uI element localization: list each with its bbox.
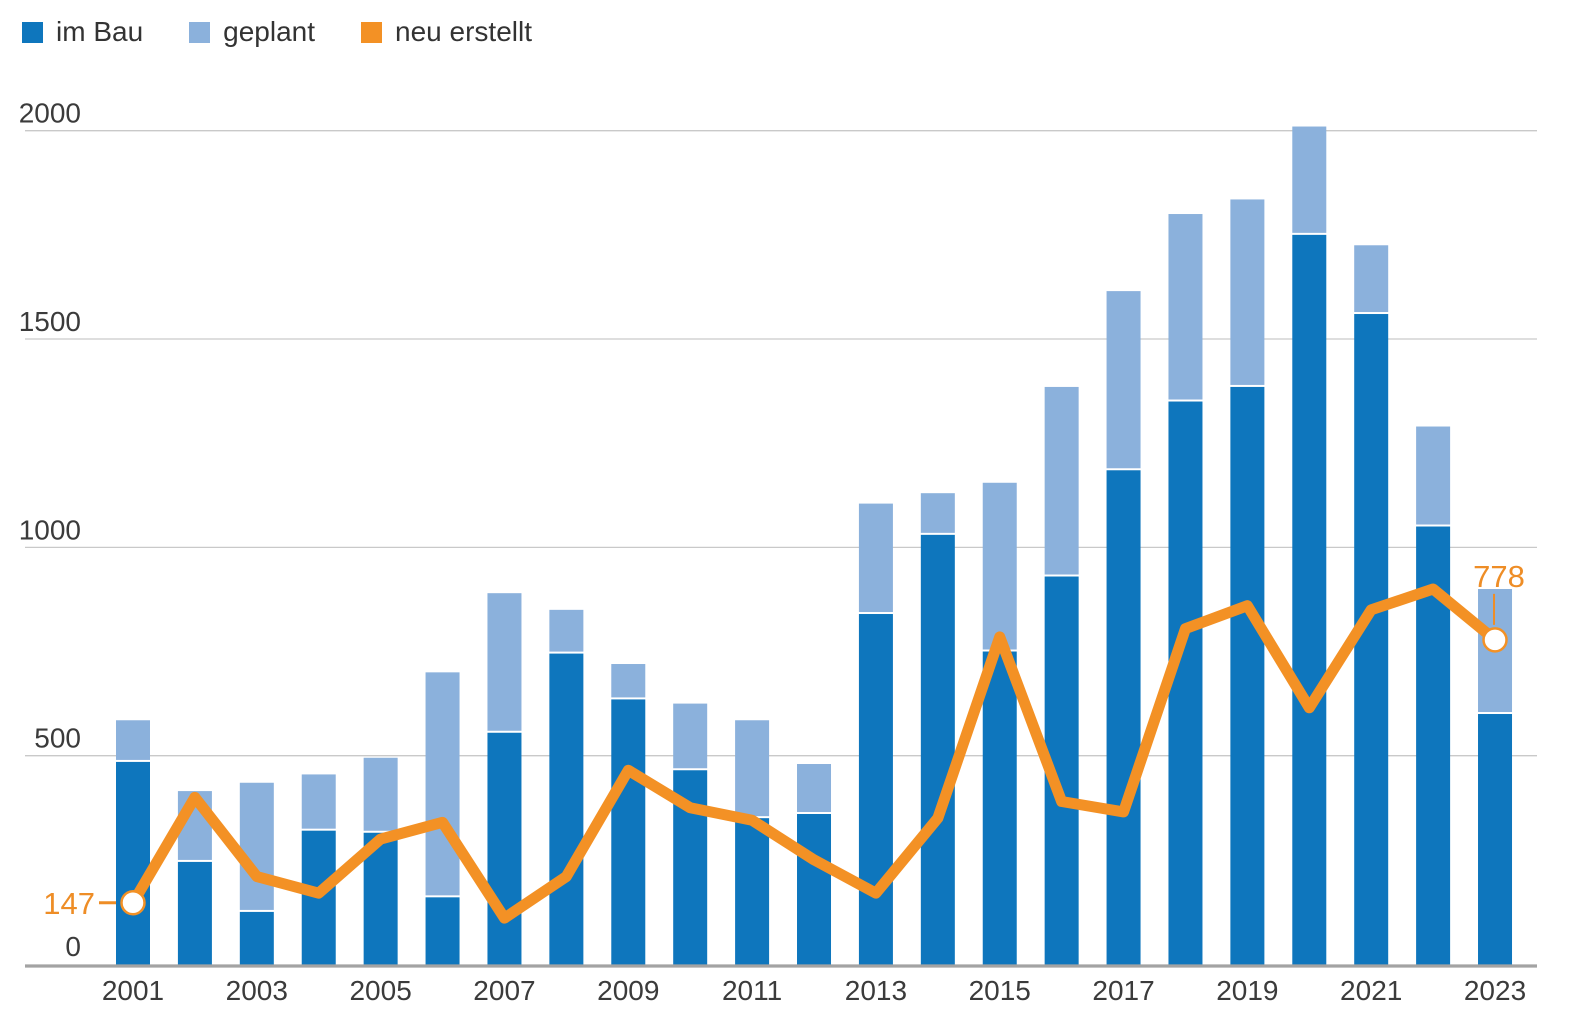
y-tick-0: 0 bbox=[65, 931, 81, 962]
legend-swatch-neu-erstellt bbox=[361, 21, 383, 43]
x-tick-2009: 2009 bbox=[597, 975, 659, 1006]
bar-geplant-2014 bbox=[920, 493, 955, 533]
bar-im-bau-2023 bbox=[1478, 714, 1513, 966]
bar-geplant-2010 bbox=[673, 703, 708, 769]
bar-geplant-2022 bbox=[1416, 426, 1451, 525]
y-tick-500: 500 bbox=[34, 723, 81, 754]
bar-geplant-2019 bbox=[1230, 199, 1265, 385]
x-tick-2013: 2013 bbox=[845, 975, 907, 1006]
bar-geplant-2005 bbox=[363, 757, 398, 831]
bar-geplant-2017 bbox=[1106, 291, 1141, 469]
bar-geplant-2009 bbox=[611, 664, 646, 698]
bar-geplant-2008 bbox=[549, 609, 584, 652]
x-tick-2015: 2015 bbox=[969, 975, 1031, 1006]
legend-label-neu-erstellt: neu erstellt bbox=[395, 16, 532, 47]
bar-im-bau-2013 bbox=[858, 614, 893, 966]
bar-geplant-2007 bbox=[487, 593, 522, 731]
legend-item-im-bau: im Bau bbox=[22, 18, 143, 46]
bar-im-bau-2018 bbox=[1168, 401, 1203, 967]
bar-im-bau-2019 bbox=[1230, 386, 1265, 966]
y-tick-2000: 2000 bbox=[19, 98, 81, 129]
legend-item-neu-erstellt: neu erstellt bbox=[361, 18, 532, 46]
line-marker-2001 bbox=[120, 890, 146, 916]
bar-im-bau-2008 bbox=[549, 653, 584, 966]
x-tick-2007: 2007 bbox=[473, 975, 535, 1006]
bar-im-bau-2007 bbox=[487, 732, 522, 966]
x-tick-2001: 2001 bbox=[102, 975, 164, 1006]
bar-geplant-2011 bbox=[735, 720, 770, 817]
x-tick-2023: 2023 bbox=[1464, 975, 1526, 1006]
legend-label-geplant: geplant bbox=[223, 16, 316, 47]
line-marker-2023 bbox=[1482, 627, 1508, 653]
y-tick-1500: 1500 bbox=[19, 306, 81, 337]
bar-im-bau-2002 bbox=[177, 861, 212, 966]
bar-im-bau-2001 bbox=[116, 761, 150, 966]
legend-item-geplant: geplant bbox=[189, 18, 315, 46]
bar-im-bau-2015 bbox=[982, 651, 1017, 966]
x-tick-2021: 2021 bbox=[1340, 975, 1402, 1006]
annotation-778: 778 bbox=[1473, 559, 1525, 594]
bar-geplant-2006 bbox=[425, 672, 460, 896]
bar-im-bau-2011 bbox=[735, 818, 770, 966]
bar-im-bau-2021 bbox=[1354, 314, 1389, 966]
bar-im-bau-2017 bbox=[1106, 470, 1141, 966]
neu-erstellt-line bbox=[128, 583, 1499, 924]
bar-geplant-2020 bbox=[1292, 126, 1327, 233]
legend-swatch-geplant bbox=[189, 21, 211, 43]
bar-geplant-2001 bbox=[116, 720, 150, 760]
bar-geplant-2012 bbox=[797, 764, 832, 813]
x-tick-2017: 2017 bbox=[1092, 975, 1154, 1006]
bar-geplant-2003 bbox=[239, 782, 274, 910]
x-tick-2011: 2011 bbox=[722, 975, 782, 1006]
legend-swatch-im-bau bbox=[22, 21, 43, 43]
bar-geplant-2016 bbox=[1044, 386, 1079, 575]
bar-geplant-2015 bbox=[982, 482, 1017, 650]
bar-im-bau-2009 bbox=[611, 699, 646, 966]
legend-label-im-bau: im Bau bbox=[56, 16, 144, 47]
y-tick-1000: 1000 bbox=[19, 514, 81, 545]
bar-geplant-2018 bbox=[1168, 214, 1203, 400]
x-tick-2003: 2003 bbox=[226, 975, 288, 1006]
bar-im-bau-2006 bbox=[425, 897, 460, 966]
bar-im-bau-2014 bbox=[920, 534, 955, 966]
bar-geplant-2013 bbox=[858, 503, 893, 613]
legend: im Bau geplant neu erstellt bbox=[22, 18, 578, 46]
bar-geplant-2004 bbox=[301, 774, 336, 829]
x-tick-2019: 2019 bbox=[1216, 975, 1278, 1006]
annotation-147: 147 bbox=[43, 886, 95, 921]
bar-im-bau-2012 bbox=[797, 814, 832, 966]
bar-geplant-2021 bbox=[1354, 245, 1389, 313]
x-tick-2005: 2005 bbox=[349, 975, 411, 1006]
bar-im-bau-2003 bbox=[239, 911, 274, 966]
bar-im-bau-2020 bbox=[1292, 234, 1327, 967]
